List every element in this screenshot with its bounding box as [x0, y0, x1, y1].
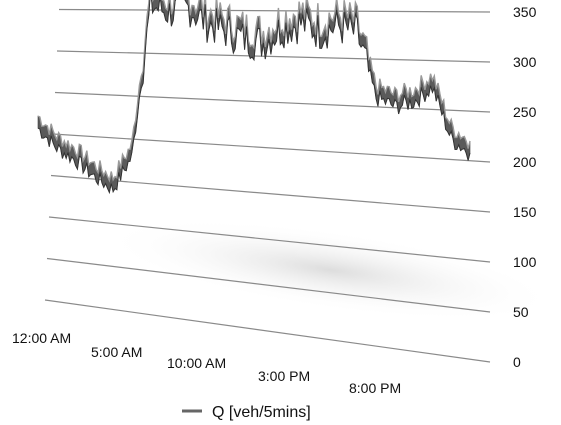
x-tick-label: 5:00 AM	[91, 344, 142, 360]
gridline-100	[48, 216, 491, 263]
legend: Q [veh/5mins]	[182, 404, 311, 421]
x-tick-label: 8:00 PM	[349, 380, 401, 396]
gridline-350	[58, 8, 491, 13]
gridline-0	[44, 299, 491, 363]
y-axis: 0 50 100 150 200 250 300 350	[513, 4, 537, 370]
legend-label: Q [veh/5mins]	[212, 404, 311, 421]
y-tick-label: 300	[513, 54, 537, 70]
x-tick-label: 12:00 AM	[12, 330, 71, 346]
floor-shadow	[102, 219, 558, 321]
y-tick-label: 50	[513, 304, 529, 320]
gridline-150	[50, 174, 491, 213]
y-tick-label: 100	[513, 254, 537, 270]
gridline-250	[54, 91, 491, 113]
series-line	[37, 0, 471, 195]
x-tick-label: 10:00 AM	[167, 355, 226, 371]
x-tick-label: 3:00 PM	[258, 368, 310, 384]
x-axis: 12:00 AM 5:00 AM 10:00 AM 3:00 PM 8:00 PM	[12, 330, 401, 396]
y-tick-label: 250	[513, 104, 537, 120]
series-ribbon-top	[37, 0, 471, 183]
series-ribbon-face	[37, 0, 471, 194]
grid-lines	[44, 8, 491, 363]
y-tick-label: 350	[513, 4, 537, 20]
gridline-300	[56, 50, 491, 63]
gridline-200	[52, 133, 491, 163]
series-ribbon	[37, 0, 471, 195]
y-tick-label: 0	[513, 354, 521, 370]
y-tick-label: 200	[513, 154, 537, 170]
y-tick-label: 150	[513, 204, 537, 220]
gridline-50	[46, 257, 491, 313]
